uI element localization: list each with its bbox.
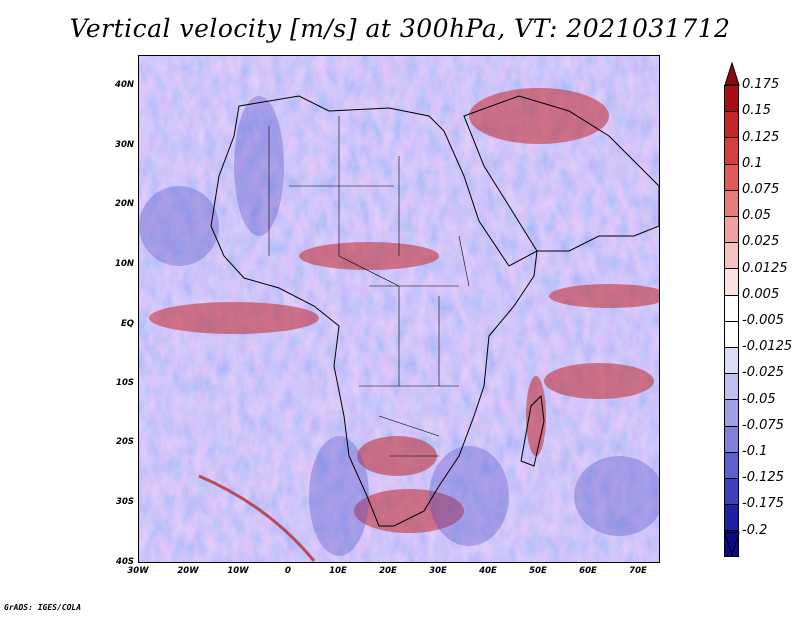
lon-label-0: 0 <box>285 566 291 576</box>
plot-title: Vertical velocity [m/s] at 300hPa, VT: 2… <box>69 14 731 43</box>
country-borders <box>268 116 470 457</box>
colorbar-swatch <box>724 268 739 295</box>
colorbar-level-label: 0.05 <box>742 208 771 224</box>
updraft-regions <box>149 88 659 533</box>
map-canvas <box>139 56 659 562</box>
lon-label-40e: 40E <box>479 566 497 576</box>
lon-label-10w: 10W <box>227 566 249 576</box>
lon-label-30e: 30E <box>429 566 447 576</box>
colorbar-level-label: 0.15 <box>742 103 771 119</box>
lon-label-20w: 20W <box>177 566 199 576</box>
lat-label-20n: 20N <box>115 199 134 209</box>
colorbar-swatch <box>724 189 739 216</box>
colorbar-level-label: 0.025 <box>742 234 780 250</box>
colorbar-top-arrow <box>724 62 740 86</box>
lat-label-10n: 10N <box>115 259 134 269</box>
lat-label-10s: 10S <box>116 378 134 388</box>
colorbar-swatch <box>724 399 739 426</box>
colorbar-swatch <box>724 347 739 374</box>
colorbar-level-label: -0.075 <box>742 417 784 433</box>
colorbar-level-label: -0.1 <box>742 444 768 459</box>
colorbar-swatch <box>724 216 739 243</box>
colorbar-swatch <box>724 111 739 138</box>
colorbar-level-label: 0.005 <box>742 286 780 302</box>
colorbar-swatch <box>724 163 739 190</box>
colorbar-level-label: 0.175 <box>742 77 780 93</box>
colorbar-level-label: -0.2 <box>742 522 768 538</box>
lat-label-40n: 40N <box>115 80 134 90</box>
colorbar-level-label: -0.0125 <box>742 339 793 355</box>
lon-label-60e: 60E <box>579 566 597 576</box>
colorbar-level-label: 0.1 <box>742 155 763 171</box>
colorbar-swatch <box>724 451 739 478</box>
lat-label-30s: 30S <box>116 497 134 507</box>
colorbar-level-label: -0.125 <box>742 470 784 486</box>
lon-label-70e: 70E <box>629 566 647 576</box>
colorbar-swatch <box>724 373 739 400</box>
colorbar-bottom-arrow <box>724 532 740 556</box>
colorbar-level-label: -0.05 <box>742 391 776 407</box>
lat-label-eq: EQ <box>120 319 134 329</box>
footer-credit: GrADS: IGES/COLA <box>4 603 82 612</box>
lon-label-30w: 30W <box>127 566 149 576</box>
map-panel <box>138 55 660 563</box>
colorbar-swatch <box>724 294 739 321</box>
colorbar-swatch <box>724 504 739 531</box>
colorbar-swatch <box>724 478 739 505</box>
lon-label-20e: 20E <box>379 566 397 576</box>
lon-label-50e: 50E <box>529 566 547 576</box>
jet-streak <box>198 474 316 562</box>
lat-label-30n: 30N <box>115 140 134 150</box>
lon-label-10e: 10E <box>329 566 347 576</box>
colorbar-level-label: -0.025 <box>742 365 784 381</box>
lat-label-40s: 40S <box>116 557 134 567</box>
colorbar-level-label: 0.0125 <box>742 260 788 276</box>
colorbar-level-label: -0.175 <box>742 496 784 512</box>
colorbar-level-label: 0.125 <box>742 129 780 145</box>
lat-label-20s: 20S <box>116 437 134 447</box>
colorbar-swatch <box>724 85 739 112</box>
coastline-madagascar <box>520 394 545 467</box>
colorbar-swatch <box>724 137 739 164</box>
coastline-africa <box>210 95 538 527</box>
colorbar-swatch <box>724 242 739 269</box>
colorbar-swatch <box>724 425 739 452</box>
colorbar-swatch <box>724 320 739 347</box>
coastline-arabia <box>463 95 659 252</box>
colorbar-level-label: 0.075 <box>742 182 780 197</box>
colorbar-level-label: -0.005 <box>742 313 784 328</box>
